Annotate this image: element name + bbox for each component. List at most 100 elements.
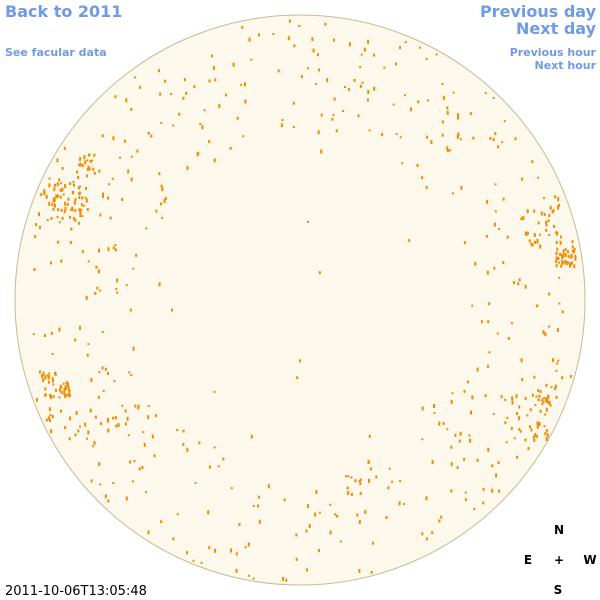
facula-dot [557, 261, 560, 264]
facula-dot [421, 176, 424, 180]
facula-dot [182, 442, 185, 446]
facula-dot [562, 254, 565, 258]
facula-dot [435, 53, 438, 56]
facula-dot [57, 194, 59, 198]
facula-dot [258, 519, 261, 524]
facula-dot [354, 479, 357, 483]
facula-dot [526, 231, 529, 235]
next-hour-link[interactable]: Next hour [535, 59, 597, 72]
facula-dot [560, 254, 563, 257]
facula-dot [520, 358, 523, 363]
facula-dot [548, 234, 551, 236]
facula-dot [468, 434, 471, 437]
facula-dot [114, 95, 117, 99]
facula-dot [48, 177, 51, 180]
facula-dot [300, 75, 303, 79]
facula-dot [132, 267, 135, 270]
facula-dot [244, 546, 247, 549]
facula-dot [57, 240, 60, 244]
facula-dot [486, 270, 489, 275]
facula-dot [539, 390, 542, 394]
facula-dot [250, 434, 253, 439]
facula-dot [530, 428, 533, 432]
facula-dot [555, 256, 558, 261]
facula-dot [52, 395, 55, 399]
next-day-link[interactable]: Next day [516, 19, 597, 38]
facula-dot [524, 438, 527, 442]
facula-dot [108, 183, 111, 186]
facula-dot [107, 247, 110, 252]
facula-dot [545, 228, 548, 232]
facula-dot [361, 81, 364, 84]
facula-dot [125, 496, 128, 501]
facula-dot [497, 461, 500, 465]
facula-dot [556, 247, 559, 251]
facula-dot [267, 484, 270, 489]
facular-link[interactable]: See facular data [5, 46, 107, 59]
facula-dot [474, 261, 477, 266]
facula-dot [498, 227, 500, 230]
facula-dot [229, 146, 232, 150]
facula-dot [84, 422, 87, 427]
facula-dot [425, 57, 428, 60]
facula-dot [488, 351, 491, 354]
facula-dot [56, 158, 59, 163]
previous-day-link[interactable]: Previous day [480, 2, 597, 21]
facula-dot [247, 574, 250, 577]
facula-dot [121, 198, 124, 201]
facula-dot [158, 282, 161, 287]
facula-dot [446, 110, 449, 115]
facula-dot [464, 498, 467, 502]
previous-hour-link[interactable]: Previous hour [510, 46, 597, 59]
facula-dot [86, 437, 88, 440]
facula-dot [141, 466, 144, 469]
facula-dot [52, 379, 54, 383]
facula-dot [307, 504, 310, 508]
facula-dot [40, 193, 43, 197]
facula-dot [78, 196, 81, 199]
facula-dot [418, 46, 421, 49]
facula-dot [95, 265, 98, 269]
facula-dot [59, 195, 62, 199]
facula-dot [388, 467, 391, 470]
facula-dot [394, 62, 397, 66]
facula-dot [567, 261, 570, 264]
facula-dot [392, 103, 395, 106]
facula-dot [476, 367, 479, 372]
facula-dot [117, 423, 120, 428]
facula-dot [398, 501, 401, 506]
facula-dot [68, 182, 71, 186]
facula-dot [82, 204, 85, 207]
facula-dot [213, 158, 216, 163]
facula-dot [160, 184, 163, 188]
facula-dot [548, 400, 551, 405]
facula-dot [326, 78, 329, 83]
facula-dot [52, 207, 55, 211]
facula-dot [147, 131, 150, 135]
facula-dot [208, 140, 211, 143]
facula-dot [487, 320, 490, 324]
back-link[interactable]: Back to 2011 [5, 2, 122, 21]
facula-dot [208, 546, 211, 550]
facula-dot [62, 193, 65, 196]
facula-dot [561, 310, 564, 314]
facula-dot [79, 212, 82, 217]
facula-dot [80, 208, 83, 211]
compass-north: N [554, 523, 564, 537]
facula-dot [64, 386, 67, 391]
facula-dot [317, 130, 320, 135]
facula-dot [163, 199, 166, 203]
facula-dot [145, 491, 148, 494]
facula-dot [531, 243, 534, 247]
facula-dot [127, 169, 130, 174]
facula-dot [70, 208, 72, 211]
facula-dot [43, 192, 46, 196]
facula-dot [356, 513, 359, 517]
facula-dot [252, 505, 255, 507]
facula-dot [312, 48, 315, 53]
facula-dot [571, 261, 573, 265]
facula-dot [540, 211, 543, 216]
facula-dot [72, 190, 75, 194]
facula-dot [560, 264, 563, 268]
